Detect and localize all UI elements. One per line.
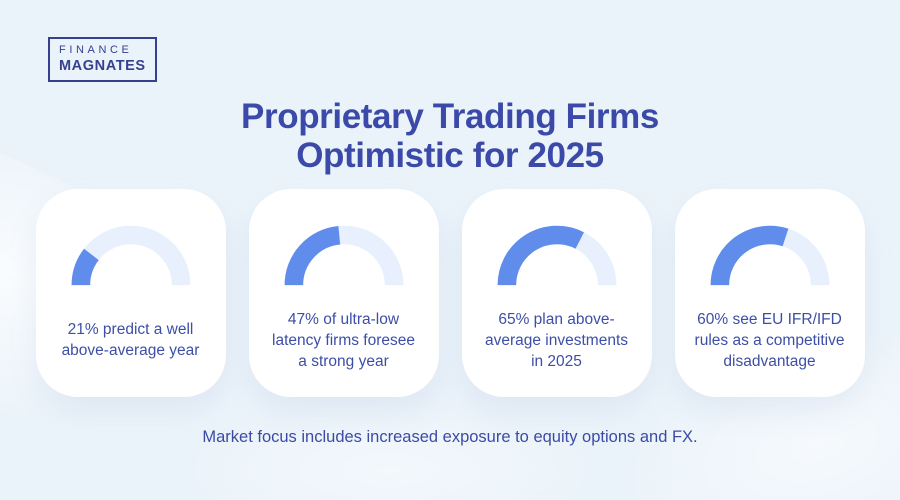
gauge-chart-65pct bbox=[497, 225, 616, 286]
logo-line-magnates: MAGNATES bbox=[59, 58, 146, 74]
background-swirl bbox=[180, 400, 600, 500]
gauge-fill bbox=[710, 225, 788, 286]
stat-card-ultra-low-latency: 47% of ultra-low latency firms foresee a… bbox=[248, 189, 439, 397]
gauge-chart-60pct bbox=[710, 225, 829, 286]
page-title: Proprietary Trading Firms Optimistic for… bbox=[0, 97, 900, 175]
finance-magnates-logo: FINANCE MAGNATES bbox=[48, 37, 157, 82]
gauge-fill bbox=[497, 225, 584, 286]
gauge-chart-47pct bbox=[284, 225, 403, 286]
footer-note: Market focus includes increased exposure… bbox=[202, 428, 698, 446]
gauge-chart-21pct bbox=[71, 225, 190, 286]
stat-card-eu-ifr-ifd: 60% see EU IFR/IFD rules as a competitiv… bbox=[674, 189, 865, 397]
stat-card-investments-2025: 65% plan above- average investments in 2… bbox=[461, 189, 652, 397]
page-title-line2: Optimistic for 2025 bbox=[296, 136, 604, 176]
stat-card-predict-above-average: 21% predict a well above-average year bbox=[35, 189, 226, 397]
gauge-fill bbox=[71, 248, 99, 286]
stat-card-label: 21% predict a well above-average year bbox=[61, 321, 200, 359]
logo-line-finance: FINANCE bbox=[59, 44, 133, 56]
gauge-fill bbox=[284, 225, 341, 286]
page-title-line1: Proprietary Trading Firms bbox=[241, 97, 659, 137]
stat-card-label: 65% plan above- average investments in 2… bbox=[484, 310, 629, 370]
stat-card-label: 47% of ultra-low latency firms foresee a… bbox=[272, 310, 415, 370]
stat-cards-row: 21% predict a well above-average year 47… bbox=[0, 189, 900, 397]
stat-card-label: 60% see EU IFR/IFD rules as a competitiv… bbox=[694, 310, 845, 370]
